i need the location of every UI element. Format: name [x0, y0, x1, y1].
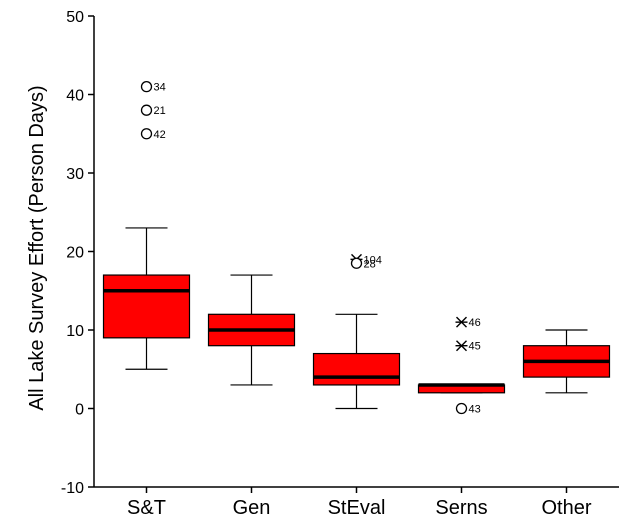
outlier-label: 34 [154, 82, 166, 94]
y-tick-label: 0 [75, 402, 84, 419]
outlier-circle [455, 402, 468, 415]
y-tick-label: 30 [66, 166, 84, 183]
x-tick-label: Other [541, 497, 591, 519]
y-tick-label: 50 [66, 9, 84, 26]
y-tick-label: 10 [66, 323, 84, 340]
outlier-label: 28 [364, 258, 376, 270]
x-tick-label: Gen [233, 497, 271, 519]
y-axis-title: All Lake Survey Effort (Person Days) [26, 85, 48, 410]
y-tick-label: -10 [61, 480, 84, 497]
iqr-box [102, 274, 191, 339]
outlier-label: 45 [469, 341, 481, 353]
outlier-label: 42 [154, 129, 166, 141]
x-tick-label: StEval [328, 497, 386, 519]
outlier-circle [350, 257, 363, 269]
boxes-layer [102, 227, 611, 410]
outlier-circle [140, 104, 153, 116]
outlier-label: 46 [469, 317, 481, 329]
outlier-circle [140, 81, 153, 93]
outlier-circle [140, 128, 153, 140]
iqr-box [312, 352, 401, 386]
y-tick-label: 40 [66, 88, 84, 105]
outlier-star [455, 316, 468, 328]
outlier-label: 43 [469, 404, 481, 416]
axes-layer: -10 0 10 20 30 40 50 S&T Gen StEval Serns Other [61, 9, 619, 519]
outlier-star [455, 340, 468, 352]
x-tick-label: Serns [435, 497, 487, 519]
x-tick-label: S&T [127, 497, 166, 519]
outlier-label: 104 [364, 254, 382, 266]
outlier-label: 21 [154, 105, 166, 117]
y-tick-label: 20 [66, 245, 84, 262]
